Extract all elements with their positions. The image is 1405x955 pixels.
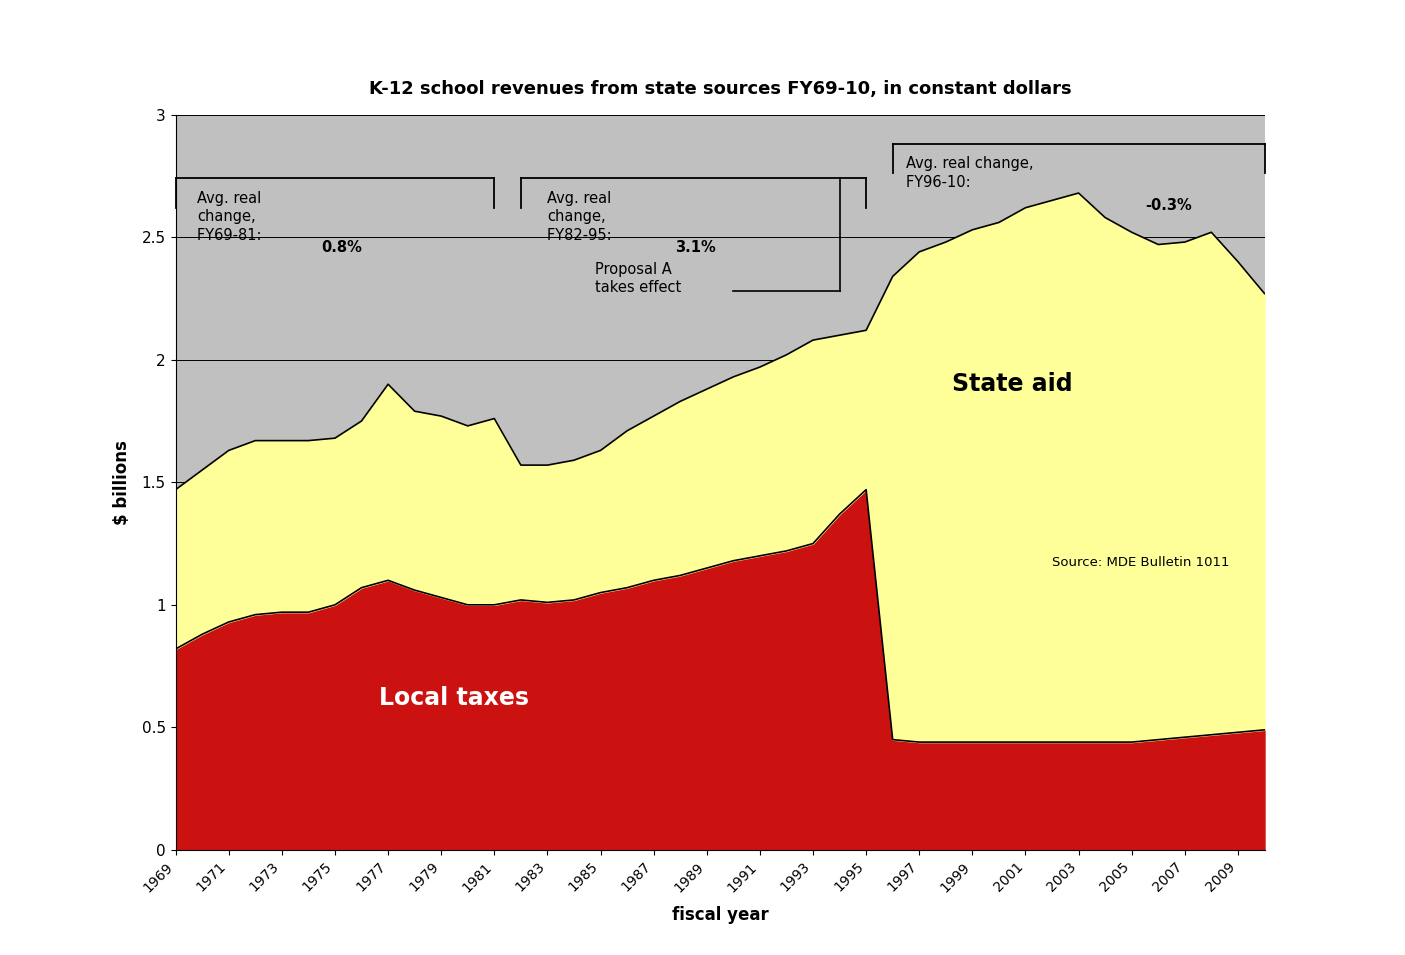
Text: 3.1%: 3.1% xyxy=(674,240,715,255)
Y-axis label: $ billions: $ billions xyxy=(112,440,131,524)
Text: -0.3%: -0.3% xyxy=(1145,198,1191,213)
Text: State aid: State aid xyxy=(951,372,1072,396)
Text: Source: MDE Bulletin 1011: Source: MDE Bulletin 1011 xyxy=(1052,556,1229,569)
Text: Avg. real
change,
FY69-81:: Avg. real change, FY69-81: xyxy=(197,191,266,243)
Text: Avg. real change,
FY96-10:: Avg. real change, FY96-10: xyxy=(906,157,1034,190)
X-axis label: fiscal year: fiscal year xyxy=(672,905,769,923)
Text: Local taxes: Local taxes xyxy=(379,686,530,710)
Text: Proposal A
takes effect: Proposal A takes effect xyxy=(596,262,681,295)
Text: Avg. real
change,
FY82-95:: Avg. real change, FY82-95: xyxy=(548,191,617,243)
Title: K-12 school revenues from state sources FY69-10, in constant dollars: K-12 school revenues from state sources … xyxy=(368,80,1072,97)
Text: 0.8%: 0.8% xyxy=(322,240,362,255)
